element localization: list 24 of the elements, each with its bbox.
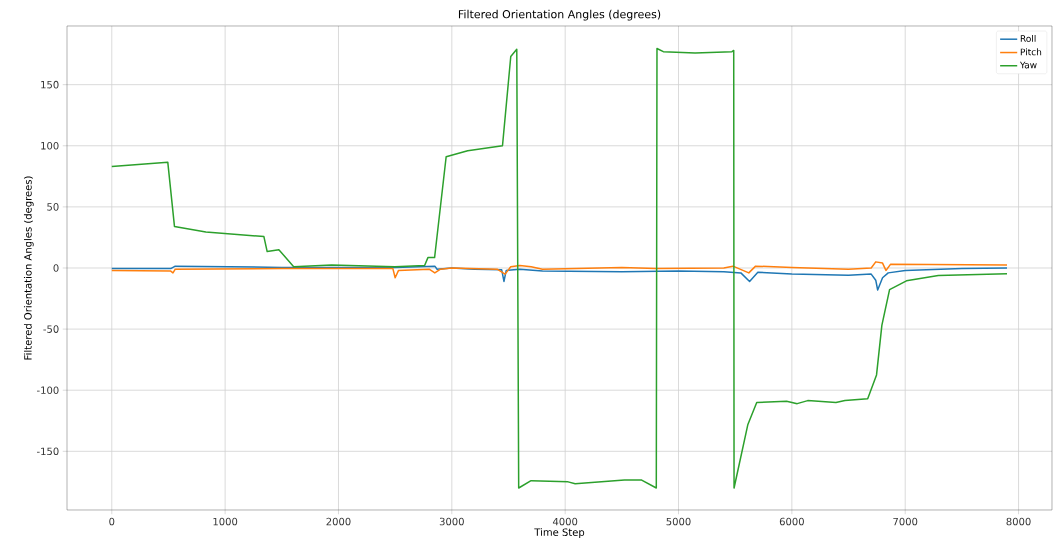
y-tick-label: 100 [41, 141, 59, 150]
y-tick-label: 50 [47, 203, 59, 211]
x-tick-label: 6000 [779, 517, 804, 526]
y-tick-label: 150 [41, 80, 59, 89]
x-tick-label: 8000 [1006, 517, 1031, 526]
legend-label: Roll [1020, 35, 1036, 42]
line-series [111, 261, 1008, 279]
x-tick-label: 2000 [326, 517, 351, 526]
legend-label: Yaw [1019, 61, 1037, 69]
chart-title: Filtered Orientation Angles (degrees) [458, 9, 661, 21]
y-tick-label: -100 [37, 386, 59, 394]
x-tick-label: 5000 [666, 517, 691, 526]
y-axis-title: Filtered Orientation Angles (degrees) [23, 176, 34, 360]
y-tick-label: -50 [43, 325, 59, 333]
x-tick-label: 1000 [213, 517, 238, 526]
legend-label: Pitch [1020, 48, 1042, 56]
y-tick-label: -150 [37, 447, 59, 456]
x-tick-label: 3000 [439, 517, 464, 526]
y-tick-label: 0 [53, 264, 59, 272]
x-tick-label: 7000 [893, 517, 918, 526]
x-axis-title: Time Step [534, 528, 585, 538]
line-series [111, 47, 1008, 489]
x-tick-label: 0 [109, 517, 115, 526]
x-tick-label: 4000 [552, 517, 578, 526]
